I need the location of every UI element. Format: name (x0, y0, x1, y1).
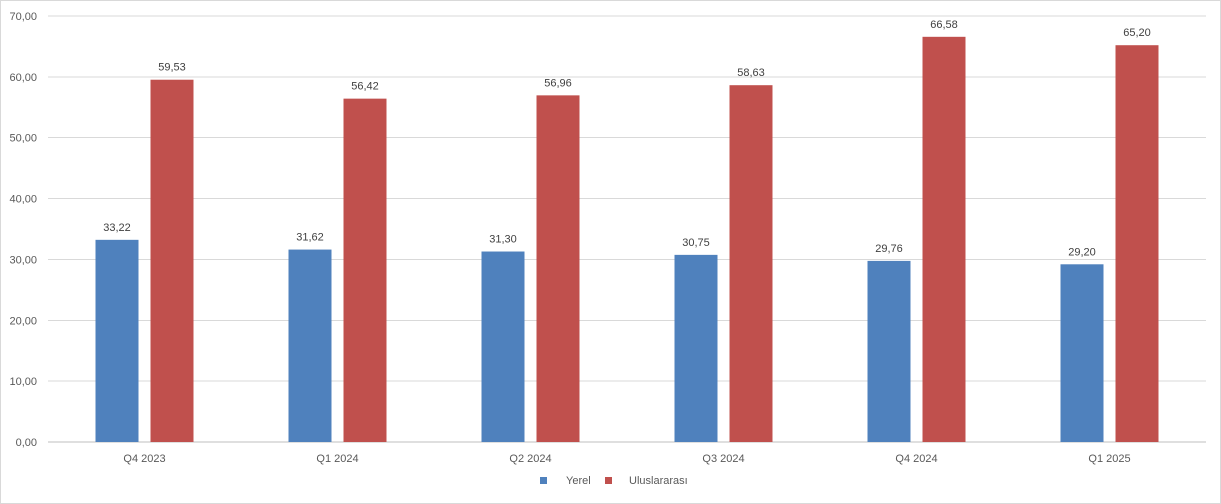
bar-uluslararasi (536, 95, 580, 442)
y-tick-label: 10,00 (9, 376, 37, 388)
legend-swatch (540, 477, 547, 484)
data-label: 31,30 (489, 234, 517, 246)
y-tick-label: 30,00 (9, 254, 37, 266)
bars (95, 36, 1159, 443)
bar-uluslararasi (150, 79, 194, 442)
data-label: 59,53 (158, 62, 186, 74)
y-tick-label: 20,00 (9, 315, 37, 327)
data-label: 56,96 (544, 77, 572, 89)
x-tick-label: Q1 2024 (316, 453, 358, 465)
bar-yerel (288, 249, 332, 442)
legend-label: Yerel (566, 475, 591, 487)
data-label: 56,42 (351, 81, 379, 93)
data-label: 29,76 (875, 243, 903, 255)
legend-swatch (605, 477, 612, 484)
data-label: 31,62 (296, 232, 324, 244)
x-tick-label: Q3 2024 (702, 453, 744, 465)
data-label: 66,58 (930, 19, 958, 31)
x-axis: Q4 2023 Q1 2024 Q2 2024 Q3 2024 Q4 2024 Q1 20… (123, 453, 1130, 465)
legend: Yerel Uluslararası (540, 475, 688, 487)
bar-uluslararasi (922, 36, 966, 443)
x-tick-label: Q2 2024 (509, 453, 551, 465)
bar-yerel (1060, 264, 1104, 442)
x-tick-label: Q1 2025 (1088, 453, 1130, 465)
data-label: 30,75 (682, 237, 710, 249)
x-tick-label: Q4 2023 (123, 453, 165, 465)
bar-yerel (95, 239, 139, 442)
y-tick-label: 60,00 (9, 72, 37, 84)
x-tick-label: Q4 2024 (895, 453, 937, 465)
y-tick-label: 50,00 (9, 133, 37, 145)
y-tick-label: 40,00 (9, 194, 37, 206)
data-label: 65,20 (1123, 27, 1151, 39)
bar-yerel (867, 260, 911, 442)
gridlines (48, 15, 1206, 443)
data-label: 29,20 (1068, 246, 1096, 258)
y-axis: 0,00 10,00 20,00 30,00 40,00 50,00 60,00 70,00 (9, 11, 37, 449)
data-labels: 33,22 59,53 31,62 56,42 31,30 56,96 30,75 58,63… (103, 19, 1151, 258)
bar-yerel (481, 251, 525, 442)
bar-yerel (674, 254, 718, 442)
y-tick-label: 0,00 (16, 437, 37, 449)
bar-uluslararasi (729, 85, 773, 442)
bar-uluslararasi (343, 98, 387, 443)
legend-label: Uluslararası (629, 475, 688, 487)
data-label: 58,63 (737, 67, 765, 79)
bar-uluslararasi (1115, 45, 1159, 443)
y-tick-label: 70,00 (9, 11, 37, 23)
data-label: 33,22 (103, 222, 131, 234)
